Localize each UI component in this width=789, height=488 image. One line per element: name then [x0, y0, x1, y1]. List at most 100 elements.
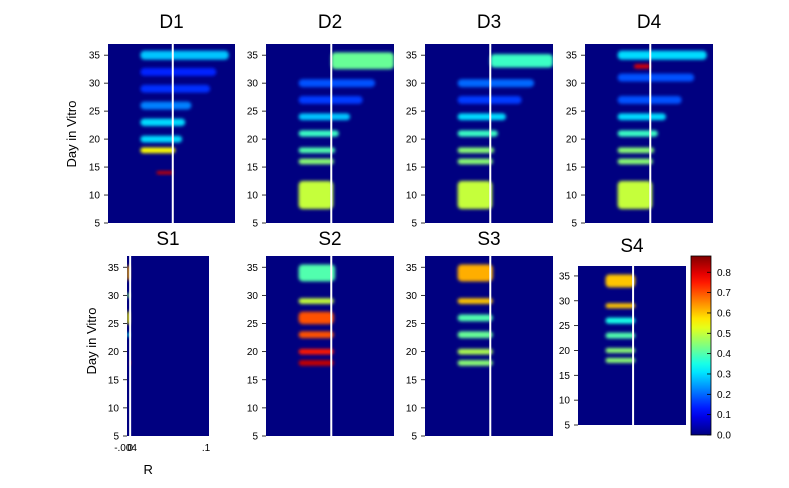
y-tick-label: 20 — [406, 347, 418, 358]
y-tick-label: 25 — [566, 107, 578, 118]
y-tick-label: 35 — [89, 51, 101, 62]
y-tick-label: 25 — [559, 321, 571, 332]
colorbar-tick-label: 0.5 — [717, 329, 731, 340]
heatmap-cell — [298, 360, 334, 366]
y-tick-label: 10 — [247, 403, 259, 414]
heatmap-cell — [617, 50, 707, 60]
panel-blobs — [457, 54, 553, 210]
heatmap-cell — [298, 298, 334, 304]
heatmap-cell — [298, 181, 334, 210]
heatmap-cell — [331, 52, 394, 70]
heatmap-cell — [140, 135, 183, 143]
panel-title: S4 — [620, 236, 644, 257]
heatmap-cell — [605, 332, 636, 339]
y-tick-label: 35 — [247, 51, 259, 62]
heatmap-cell — [605, 303, 636, 309]
heatmap-cell — [298, 113, 351, 121]
y-tick-label: 30 — [406, 79, 418, 90]
heatmap-cell — [617, 73, 695, 82]
heatmap-cell — [156, 170, 174, 175]
y-tick-label: 5 — [564, 421, 570, 432]
y-tick-label: 35 — [247, 263, 259, 274]
colorbar-tick-label: 0.2 — [717, 390, 731, 401]
heatmap-cell — [617, 181, 653, 210]
y-tick-label: 5 — [94, 219, 100, 230]
heatmap-cell — [605, 347, 636, 353]
heatmap-cell — [140, 118, 186, 126]
y-tick-label: 30 — [559, 296, 571, 307]
heatmap-cell — [617, 147, 655, 154]
y-tick-label: 10 — [559, 396, 571, 407]
colorbar-tick-label: 0.7 — [717, 288, 731, 299]
y-tick-label: 10 — [406, 191, 418, 202]
panel-s3: S3 5 10 15 20 25 30 35 — [406, 229, 553, 443]
heatmap-cell — [605, 274, 636, 288]
y-tick-label: 20 — [247, 135, 259, 146]
heatmap-cell — [140, 147, 176, 154]
heatmap-cell — [490, 54, 553, 68]
panel-title: D4 — [637, 12, 662, 33]
x-tick-label: .1 — [202, 443, 211, 454]
heatmap-cell — [617, 113, 666, 121]
y-tick-label: 10 — [566, 191, 578, 202]
y-tick-label: 15 — [406, 375, 418, 386]
x-tick-label: 0 — [127, 443, 133, 454]
x-tick-label: -.004 — [114, 443, 137, 454]
y-tick-label: 30 — [89, 79, 101, 90]
panel-title: D1 — [159, 12, 183, 33]
heatmap-cell — [457, 79, 535, 88]
y-tick-label: 15 — [559, 371, 571, 382]
panel-d3: D3 5 10 15 20 25 30 35 — [406, 12, 553, 230]
y-tick-label: 5 — [571, 219, 577, 230]
y-tick-label: 25 — [406, 107, 418, 118]
y-tick-label: 20 — [108, 347, 120, 358]
panel-blobs — [298, 52, 394, 210]
heatmap-cell — [457, 331, 493, 339]
panel-blobs — [457, 264, 493, 366]
panel-blobs — [605, 274, 636, 363]
y-tick-label: 35 — [108, 263, 120, 274]
colorbar-tick-label: 0.4 — [717, 349, 731, 360]
panel-title: S1 — [156, 229, 179, 250]
heatmap-cell — [298, 311, 334, 325]
y-tick-label: 35 — [406, 263, 418, 274]
y-tick-label: 10 — [247, 191, 259, 202]
heatmap-cell — [457, 348, 493, 355]
colorbar-tick-label: 0.3 — [717, 369, 731, 380]
y-tick-label: 15 — [406, 163, 418, 174]
panel-d1: D1 5 10 15 20 25 30 35 — [89, 12, 235, 230]
heatmap-cell — [457, 314, 493, 322]
heatmap-cell — [617, 158, 653, 165]
y-tick-label: 5 — [411, 432, 417, 443]
heatmap-cell — [457, 264, 493, 282]
panel-title: S3 — [477, 229, 500, 250]
heatmap-cell — [605, 357, 636, 363]
y-tick-label: 5 — [411, 219, 417, 230]
y-tick-label: 15 — [108, 375, 120, 386]
colorbar-tick-label: 0.1 — [717, 410, 731, 421]
y-tick-label: 30 — [566, 79, 578, 90]
heatmap-cell — [457, 130, 498, 137]
y-tick-label: 35 — [566, 51, 578, 62]
colorbar-tick-label: 0.0 — [717, 431, 731, 442]
y-tick-label: 30 — [247, 79, 259, 90]
heatmap-cell — [140, 68, 217, 76]
heatmap-cell — [298, 348, 334, 355]
panel-background — [578, 266, 686, 425]
heatmap-cell — [457, 181, 493, 210]
y-tick-label: 15 — [89, 163, 101, 174]
heatmap-cell — [298, 79, 376, 88]
y-tick-label: 25 — [247, 107, 259, 118]
heatmap-cell — [140, 101, 192, 110]
heatmap-cell — [457, 113, 506, 121]
panel-background — [425, 256, 553, 436]
panel-blobs — [298, 264, 336, 366]
panel-background — [127, 256, 209, 436]
y-tick-label: 15 — [566, 163, 578, 174]
y-tick-label: 25 — [406, 319, 418, 330]
panel-background — [266, 256, 394, 436]
y-tick-label: 5 — [113, 432, 119, 443]
y-tick-label: 15 — [247, 375, 259, 386]
